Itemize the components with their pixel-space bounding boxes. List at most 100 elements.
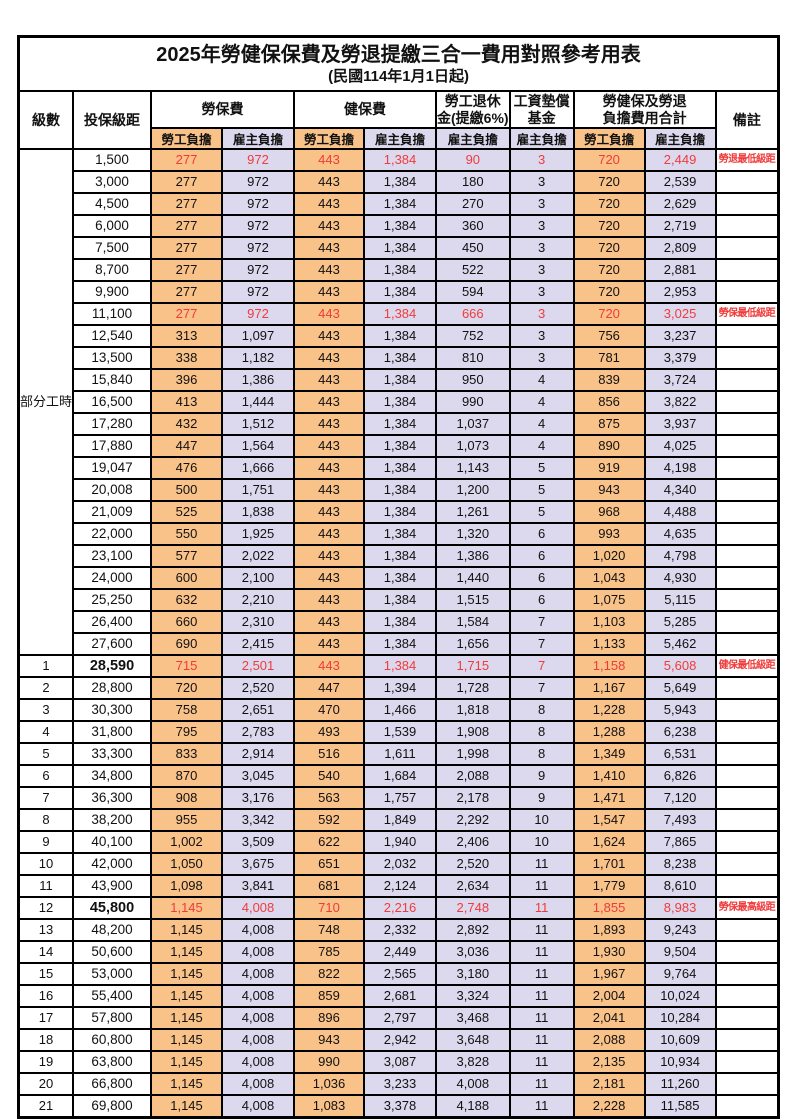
labor-employee-cell: 795 [150,720,224,744]
labor-employee-cell: 720 [150,676,224,700]
total-employer-cell: 2,881 [643,258,717,282]
labor-employer-cell: 2,914 [221,742,296,766]
level-cell: 11 [17,874,75,898]
labor-employer-cell: 2,651 [221,698,296,722]
health-employer-cell: 2,332 [363,918,438,942]
health-employee-cell: 443 [293,456,366,480]
wage-fund-cell: 11 [508,1006,575,1030]
table-row: 17 57,800 1,145 4,008 896 2,797 3,468 11 2,041 10… [17,1006,780,1030]
level-cell: 10 [17,852,75,876]
pension-employer-cell: 666 [435,302,511,326]
labor-employer-cell: 972 [221,302,296,326]
level-cell: 17 [17,1006,75,1030]
table-row: 12 45,800 1,145 4,008 710 2,216 2,748 11 1,855 8,… [17,896,780,920]
total-employer-cell: 11,585 [643,1094,717,1119]
level-cell: 1 [17,654,75,678]
pension-employer-cell: 1,073 [435,434,511,458]
health-employer-cell: 1,384 [363,148,438,172]
labor-employer-cell: 2,501 [221,654,296,678]
total-employer-cell: 9,764 [643,962,717,986]
labor-employer-cell: 4,008 [221,1094,296,1119]
health-employer-cell: 1,466 [363,698,438,722]
total-employer-cell: 10,934 [643,1050,717,1074]
total-employee-cell: 1,020 [572,544,646,568]
bracket-cell: 57,800 [72,1006,153,1030]
bracket-cell: 63,800 [72,1050,153,1074]
health-employee-cell: 443 [293,346,366,370]
wage-fund-cell: 9 [508,764,575,788]
table-row: 14 50,600 1,145 4,008 785 2,449 3,036 11 1,930 9,… [17,940,780,964]
labor-employee-cell: 550 [150,522,224,546]
labor-employer-cell: 3,675 [221,852,296,876]
health-employee-cell: 540 [293,764,366,788]
wage-fund-cell: 3 [508,192,575,216]
bracket-cell: 23,100 [72,544,153,568]
health-employee-cell: 447 [293,676,366,700]
note-cell [714,456,780,480]
wage-fund-cell: 7 [508,632,575,656]
health-employee-cell: 443 [293,654,366,678]
total-employer-cell: 3,822 [643,390,717,414]
bracket-cell: 20,008 [72,478,153,502]
table-row: 22,000 550 1,925 443 1,384 1,320 6 993 4,635 [19,522,780,546]
bracket-cell: 22,000 [72,522,153,546]
health-employer-cell: 1,384 [363,390,438,414]
health-employer-cell: 3,378 [363,1094,438,1119]
bracket-cell: 1,500 [72,148,153,172]
table-row: 9 40,100 1,002 3,509 622 1,940 2,406 10 1,624 7,8… [17,830,780,854]
health-employer-cell: 2,681 [363,984,438,1008]
health-employer-cell: 1,384 [363,280,438,304]
total-employee-cell: 1,410 [572,764,646,788]
table-row: 20 66,800 1,145 4,008 1,036 3,233 4,008 11 2,181… [17,1072,780,1096]
pension-employer-cell: 1,320 [435,522,511,546]
labor-employee-cell: 277 [150,280,224,304]
total-employer-cell: 10,609 [643,1028,717,1052]
health-employer-cell: 1,384 [363,368,438,392]
table-row: 19,047 476 1,666 443 1,384 1,143 5 919 4,198 [19,456,780,480]
labor-employee-cell: 870 [150,764,224,788]
total-employer-cell: 5,943 [643,698,717,722]
health-employee-cell: 443 [293,148,366,172]
pension-employer-cell: 1,200 [435,478,511,502]
labor-employer-cell: 2,520 [221,676,296,700]
table-row: 3,000 277 972 443 1,384 180 3 720 2,539 [19,170,780,194]
labor-employer-cell: 2,415 [221,632,296,656]
labor-employee-cell: 660 [150,610,224,634]
health-employer-cell: 1,384 [363,258,438,282]
level-cell: 19 [17,1050,75,1074]
note-cell [714,698,780,722]
health-employer-cell: 1,384 [363,522,438,546]
total-employer-cell: 10,284 [643,1006,717,1030]
table-row: 21,009 525 1,838 443 1,384 1,261 5 968 4,488 [19,500,780,524]
note-cell [714,500,780,524]
wage-fund-cell: 3 [508,302,575,326]
bracket-cell: 27,600 [72,632,153,656]
level-cell: 13 [17,918,75,942]
total-employee-cell: 1,228 [572,698,646,722]
labor-employer-cell: 4,008 [221,984,296,1008]
wage-fund-cell: 3 [508,258,575,282]
labor-employer-cell: 972 [221,170,296,194]
health-employer-cell: 1,384 [363,456,438,480]
health-employer-cell: 1,384 [363,236,438,260]
total-employer-cell: 2,629 [643,192,717,216]
labor-employer-cell: 3,841 [221,874,296,898]
bracket-cell: 4,500 [72,192,153,216]
total-employee-cell: 1,967 [572,962,646,986]
wage-fund-cell: 10 [508,808,575,832]
bracket-cell: 25,250 [72,588,153,612]
health-employer-cell: 2,942 [363,1028,438,1052]
level-cell: 8 [17,808,75,832]
labor-employer-cell: 1,444 [221,390,296,414]
health-employer-cell: 1,384 [363,500,438,524]
health-employee-cell: 1,083 [293,1094,366,1119]
wage-fund-cell: 11 [508,1094,575,1119]
header-wage-fund: 工資墊償 基金 [508,90,575,129]
total-employee-cell: 720 [572,192,646,216]
labor-employee-cell: 1,145 [150,1094,224,1119]
total-employee-cell: 720 [572,170,646,194]
pension-employer-cell: 2,892 [435,918,511,942]
health-employee-cell: 563 [293,786,366,810]
labor-employee-cell: 1,145 [150,1072,224,1096]
health-employee-cell: 443 [293,478,366,502]
